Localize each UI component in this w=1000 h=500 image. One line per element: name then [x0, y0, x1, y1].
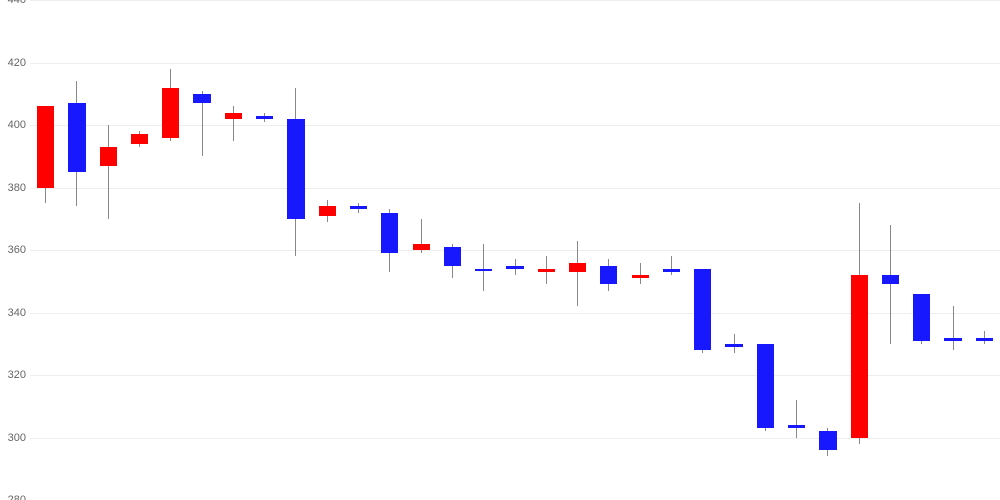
candle-body-down: [413, 244, 430, 250]
gridline: [30, 0, 1000, 1]
plot-area: [30, 0, 1000, 500]
ytick-label: 280: [2, 494, 26, 500]
candle-body-up: [663, 269, 680, 272]
candle-body-up: [757, 344, 774, 428]
ytick-label: 340: [2, 307, 26, 319]
candle-body-up: [944, 338, 961, 341]
candle-wick: [108, 125, 109, 219]
candle-body-up: [381, 213, 398, 254]
ytick-label: 360: [2, 244, 26, 256]
candle-body-down: [37, 106, 54, 187]
candle-body-down: [538, 269, 555, 272]
candle-body-up: [475, 269, 492, 271]
candle-wick: [671, 256, 672, 275]
ytick-label: 300: [2, 432, 26, 444]
candle-body-up: [788, 425, 805, 428]
candle-body-down: [851, 275, 868, 438]
candle-wick: [233, 106, 234, 140]
ytick-label: 320: [2, 369, 26, 381]
candle-body-up: [506, 266, 523, 269]
candle-body-down: [569, 263, 586, 272]
candle-wick: [890, 225, 891, 344]
candle-body-down: [131, 134, 148, 143]
ytick-label: 380: [2, 182, 26, 194]
candle-body-up: [193, 94, 210, 103]
candle-body-up: [256, 116, 273, 119]
candle-wick: [483, 244, 484, 291]
ytick-label: 440: [2, 0, 26, 6]
candle-wick: [953, 306, 954, 350]
candle-body-down: [319, 206, 336, 215]
candle-wick: [577, 241, 578, 307]
candle-body-up: [882, 275, 899, 284]
candle-body-down: [632, 275, 649, 278]
candle-body-up: [287, 119, 304, 219]
candle-body-down: [225, 113, 242, 119]
candle-body-up: [350, 206, 367, 209]
candle-body-down: [162, 88, 179, 138]
gridline: [30, 438, 1000, 439]
candle-body-up: [444, 247, 461, 266]
candle-body-up: [68, 103, 85, 172]
ytick-label: 400: [2, 119, 26, 131]
ytick-label: 420: [2, 57, 26, 69]
gridline: [30, 250, 1000, 251]
candlestick-chart: 280 300 320 340 360 380 400 420 440: [0, 0, 1000, 500]
gridline: [30, 63, 1000, 64]
candle-body-up: [725, 344, 742, 347]
candle-body-up: [976, 338, 993, 341]
candle-body-up: [819, 431, 836, 450]
candle-body-up: [694, 269, 711, 350]
gridline: [30, 188, 1000, 189]
candle-wick: [640, 263, 641, 285]
candle-wick: [796, 400, 797, 438]
candle-body-up: [600, 266, 617, 285]
candle-body-up: [913, 294, 930, 341]
candle-body-down: [100, 147, 117, 166]
